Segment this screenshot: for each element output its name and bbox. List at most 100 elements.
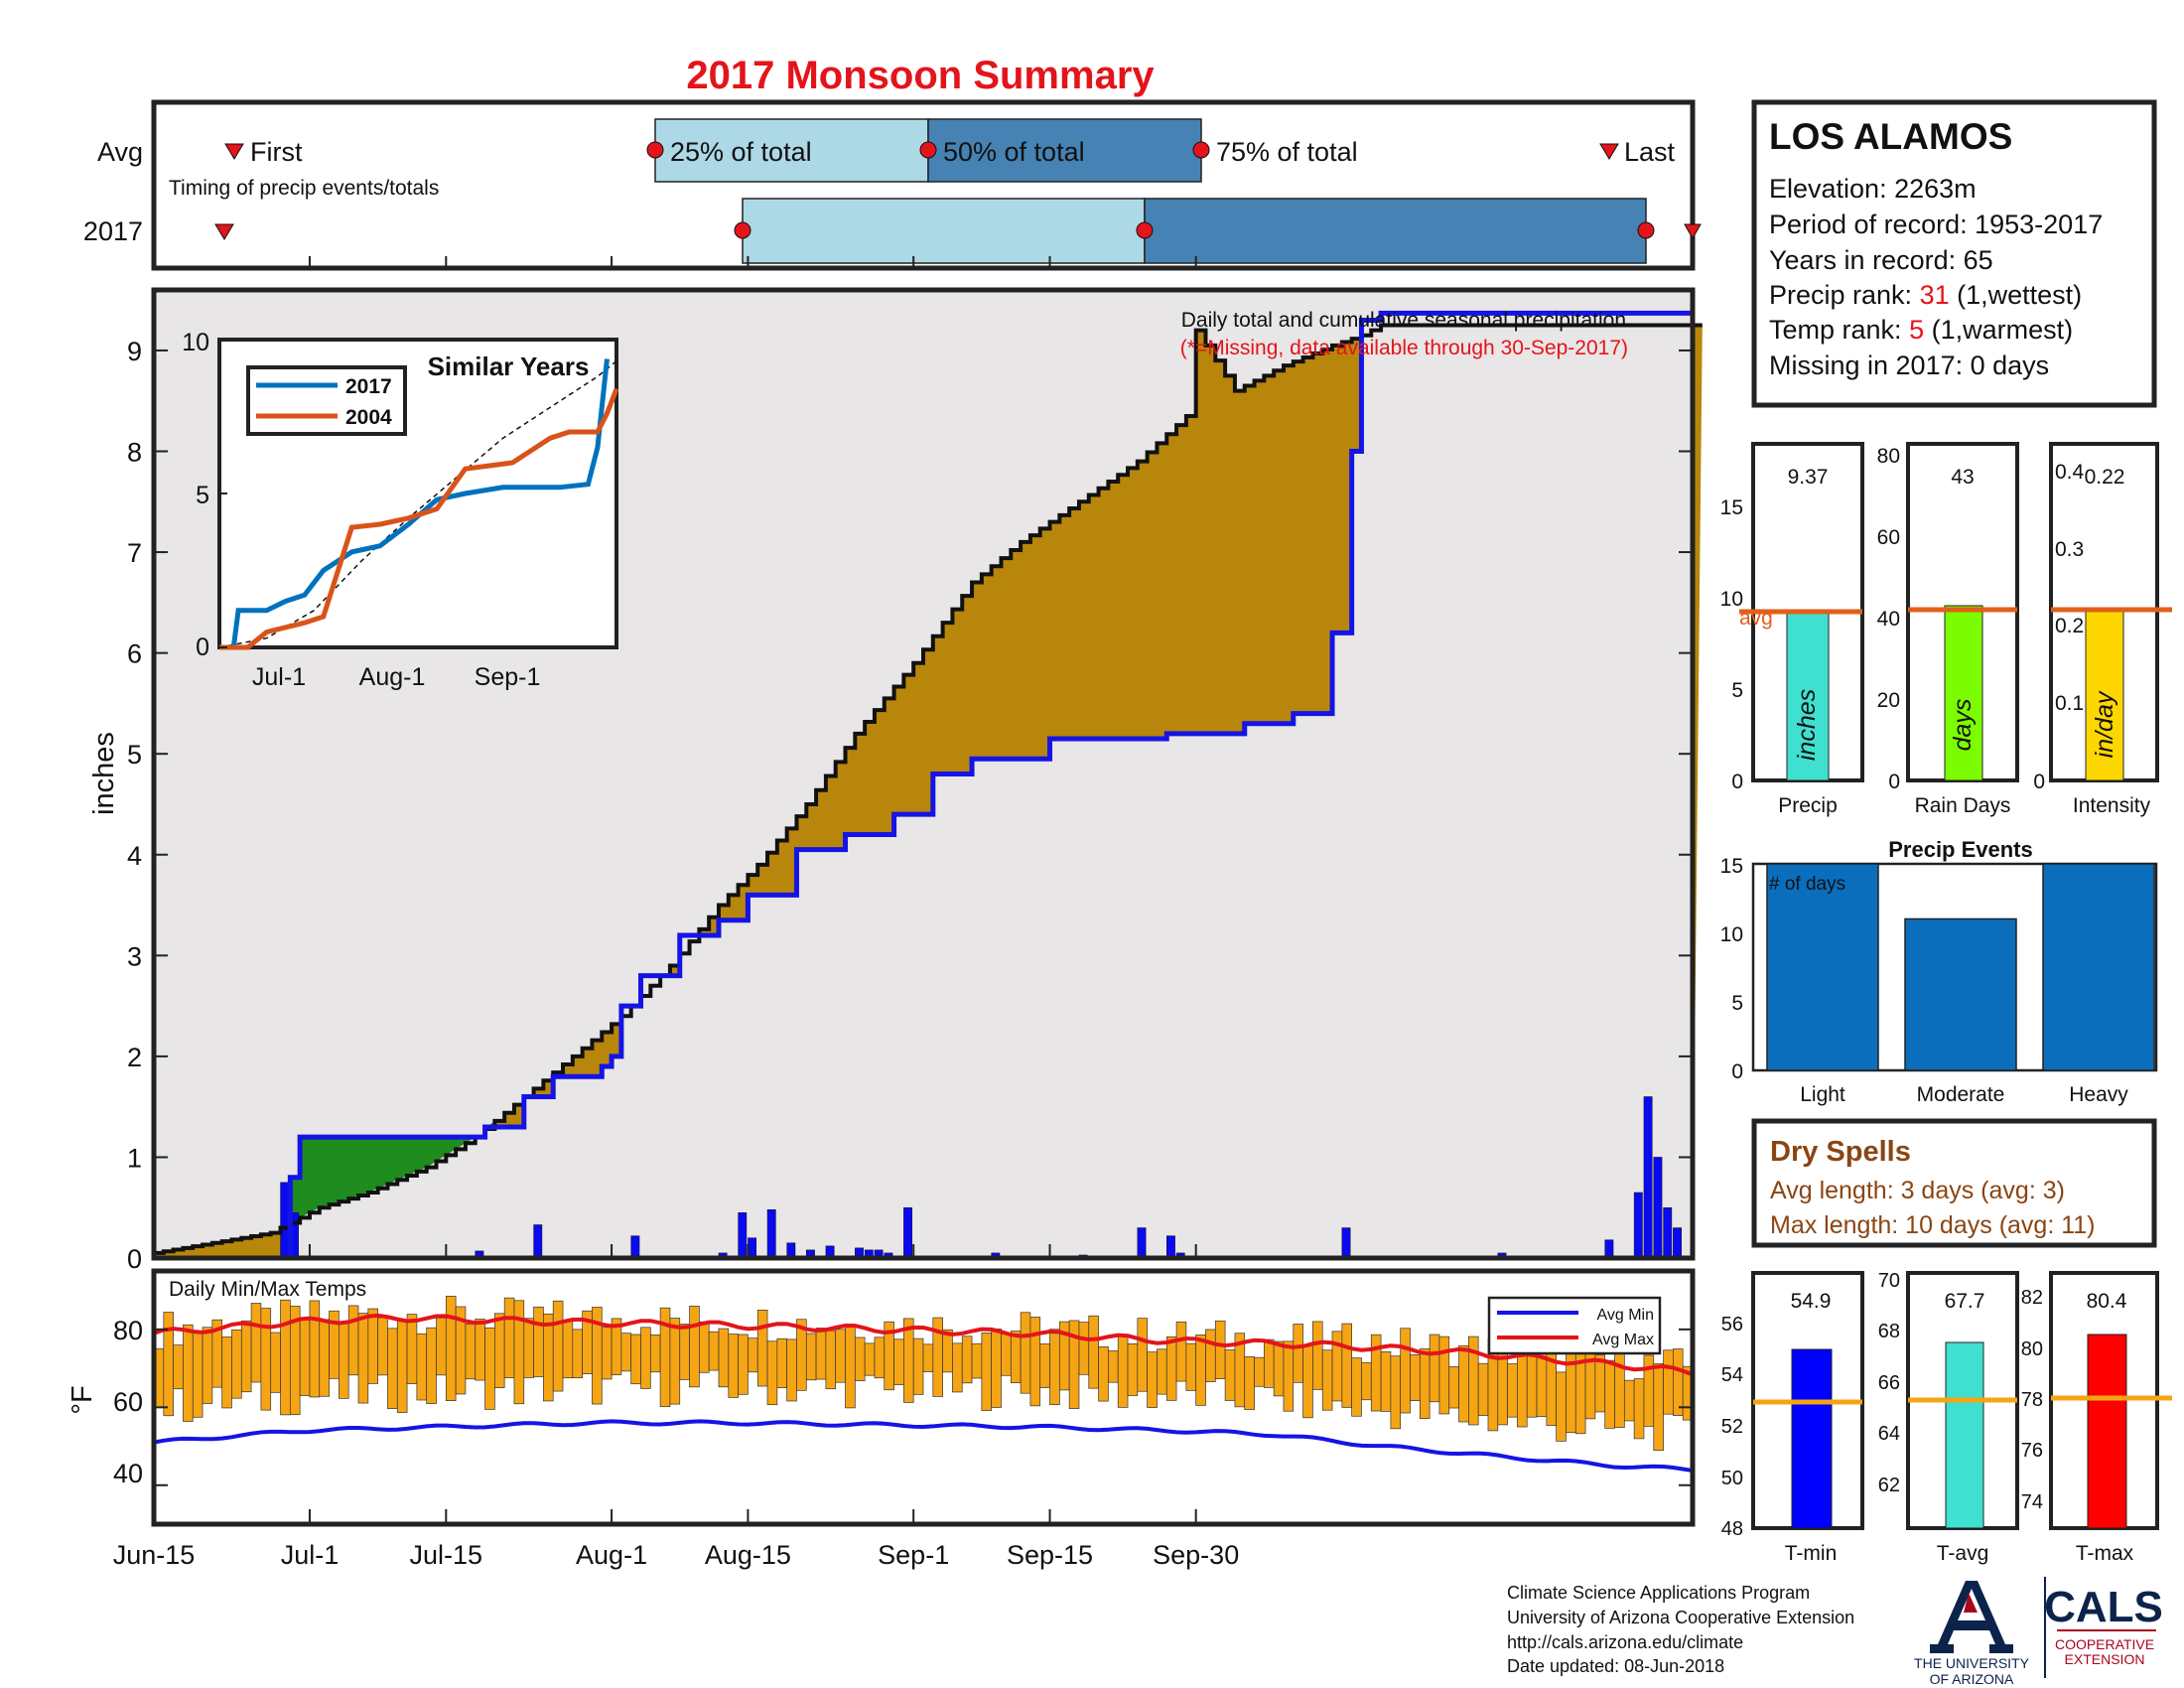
daily-precip-bar xyxy=(1137,1227,1147,1259)
rain-days-ytick-60: 60 xyxy=(1877,526,1900,549)
daily-temp-bar xyxy=(649,1334,661,1373)
daily-temp-bar xyxy=(1293,1324,1303,1383)
date-tick-label: Aug-15 xyxy=(705,1540,791,1570)
daily-temp-bar xyxy=(1321,1349,1333,1411)
cals-logo-text: CALS xyxy=(2044,1583,2163,1631)
events-bar-moderate xyxy=(1904,917,2017,1071)
timing-avg-first-marker xyxy=(224,143,244,160)
footer-line2: University of Arizona Cooperative Extens… xyxy=(1507,1608,1854,1627)
tmin-label: T-min xyxy=(1785,1542,1838,1565)
daily-temp-bar xyxy=(1175,1321,1187,1382)
daily-precip-bar xyxy=(748,1237,757,1259)
daily-temp-bar xyxy=(1556,1371,1567,1442)
station-precip-rank: Precip rank: 31 (1,wettest) xyxy=(1769,280,2082,310)
daily-temp-bar xyxy=(1448,1365,1459,1409)
daily-temp-bar xyxy=(1098,1346,1109,1402)
temps-ytick-80: 80 xyxy=(113,1316,143,1345)
daily-temp-bar xyxy=(689,1306,700,1388)
main-ytick-label: 7 xyxy=(127,538,142,568)
daily-precip-bar xyxy=(1604,1239,1614,1259)
daily-temp-bar xyxy=(669,1318,681,1405)
events-cat-moderate: Moderate xyxy=(1917,1083,2005,1106)
station-missing: Missing in 2017: 0 days xyxy=(1769,351,2049,380)
daily-temp-bar xyxy=(1429,1334,1440,1403)
daily-temp-bar xyxy=(339,1323,349,1399)
timing-p75-label: 75% of total xyxy=(1216,137,1358,167)
daily-temp-bar xyxy=(1224,1349,1236,1401)
main-missing-note: (*=Missing, data available through 30-Se… xyxy=(1180,337,1628,359)
tavg-label: T-avg xyxy=(1937,1542,1989,1565)
daily-temp-bar xyxy=(845,1324,856,1409)
daily-temp-bar xyxy=(893,1338,904,1385)
daily-temp-bar xyxy=(387,1328,398,1409)
precip-events-panel: Precip Events # of days 0 5 10 15 Light … xyxy=(1720,837,2158,1106)
tmax-panel: 80.4 T-max 74 76 78 80 82 xyxy=(2021,1271,2172,1565)
daily-temp-bar xyxy=(1078,1322,1090,1375)
temps-ytick-40: 40 xyxy=(113,1459,143,1488)
daily-temp-bar xyxy=(319,1319,330,1397)
daily-temp-bar xyxy=(1127,1342,1139,1396)
daily-temp-bar xyxy=(1117,1334,1129,1408)
inset-ytick-10: 10 xyxy=(182,329,209,356)
daily-precip-bar xyxy=(280,1182,290,1259)
daily-temp-bar xyxy=(961,1336,973,1384)
daily-temp-bar xyxy=(630,1334,641,1385)
precip-ytick-15: 15 xyxy=(1720,496,1743,519)
daily-temp-bar xyxy=(1361,1361,1372,1401)
dry-spells-box: Dry Spells Avg length: 3 days (avg: 3) M… xyxy=(1751,1118,2157,1248)
daily-temp-bar xyxy=(864,1342,876,1376)
tmax-ytick-80: 80 xyxy=(2021,1338,2043,1360)
daily-temp-bar xyxy=(436,1317,447,1376)
intensity-ytick-0: 0 xyxy=(2033,771,2045,793)
temps-chart: Daily Min/Max Temps °F 40 60 80 Avg Min … xyxy=(67,1268,1696,1527)
rain-days-ytick-20: 20 xyxy=(1877,689,1900,712)
daily-temp-bar xyxy=(1400,1328,1411,1414)
cals-logo: CALS COOPERATIVE EXTENSION xyxy=(2044,1583,2163,1667)
daily-temp-bar xyxy=(280,1299,291,1416)
daily-temp-bar xyxy=(1312,1321,1323,1390)
timing-avg-label: Avg xyxy=(97,137,143,167)
dry-spells-avg: Avg length: 3 days (avg: 3) xyxy=(1770,1177,2065,1204)
inset-series-2017 xyxy=(219,358,610,650)
daily-temp-bar xyxy=(981,1333,993,1411)
daily-temp-bar xyxy=(1088,1315,1099,1389)
main-ytick-label: 1 xyxy=(127,1143,142,1173)
events-cat-light: Light xyxy=(1800,1083,1845,1106)
daily-temp-bar xyxy=(1351,1357,1362,1417)
footer: Climate Science Applications Program Uni… xyxy=(1507,1577,2163,1687)
daily-precip-bar xyxy=(903,1206,912,1259)
daily-temp-bar xyxy=(1185,1342,1197,1391)
timing-avg-last-marker xyxy=(1599,143,1619,160)
temps-avg-max-line xyxy=(153,1313,1694,1377)
daily-temp-bar xyxy=(562,1319,574,1379)
rain-days-value: 43 xyxy=(1951,466,1974,489)
timing-avg-p25-marker xyxy=(646,141,664,159)
tavg-bar xyxy=(1945,1341,1984,1529)
temp-rank-suffix: (1,warmest) xyxy=(1924,315,2073,345)
daily-temp-bar xyxy=(952,1342,963,1393)
tmin-ytick-52: 52 xyxy=(1721,1416,1743,1438)
daily-precip-bar xyxy=(738,1212,748,1259)
temps-legend-max-label: Avg Max xyxy=(1592,1332,1654,1348)
main-ytick-label: 8 xyxy=(127,438,142,468)
timing-caption: Timing of precip events/totals xyxy=(169,177,439,200)
tmin-panel: 54.9 T-min 48 50 52 54 56 xyxy=(1721,1271,1864,1565)
date-tick-label: Sep-30 xyxy=(1153,1540,1239,1570)
daily-precip-bar xyxy=(1633,1192,1643,1259)
daily-temp-bar xyxy=(533,1306,544,1377)
daily-temp-bar xyxy=(1283,1340,1295,1412)
precip-ytick-0: 0 xyxy=(1731,771,1743,793)
daily-temp-bar xyxy=(494,1313,505,1388)
inset-legend-2017-label: 2017 xyxy=(345,375,392,398)
station-period: Period of record: 1953-2017 xyxy=(1769,210,2103,239)
timing-avg-p50-marker xyxy=(919,141,937,159)
cals-sub1: COOPERATIVE xyxy=(2055,1636,2154,1652)
daily-temp-bar xyxy=(854,1336,866,1381)
temps-avg-min-line xyxy=(153,1419,1694,1473)
main-ytick-label: 9 xyxy=(127,337,142,366)
daily-temp-bar xyxy=(183,1324,194,1422)
inset-legend-2004-label: 2004 xyxy=(345,406,392,429)
daily-temp-bar xyxy=(815,1328,827,1380)
daily-temp-bar xyxy=(513,1300,525,1405)
